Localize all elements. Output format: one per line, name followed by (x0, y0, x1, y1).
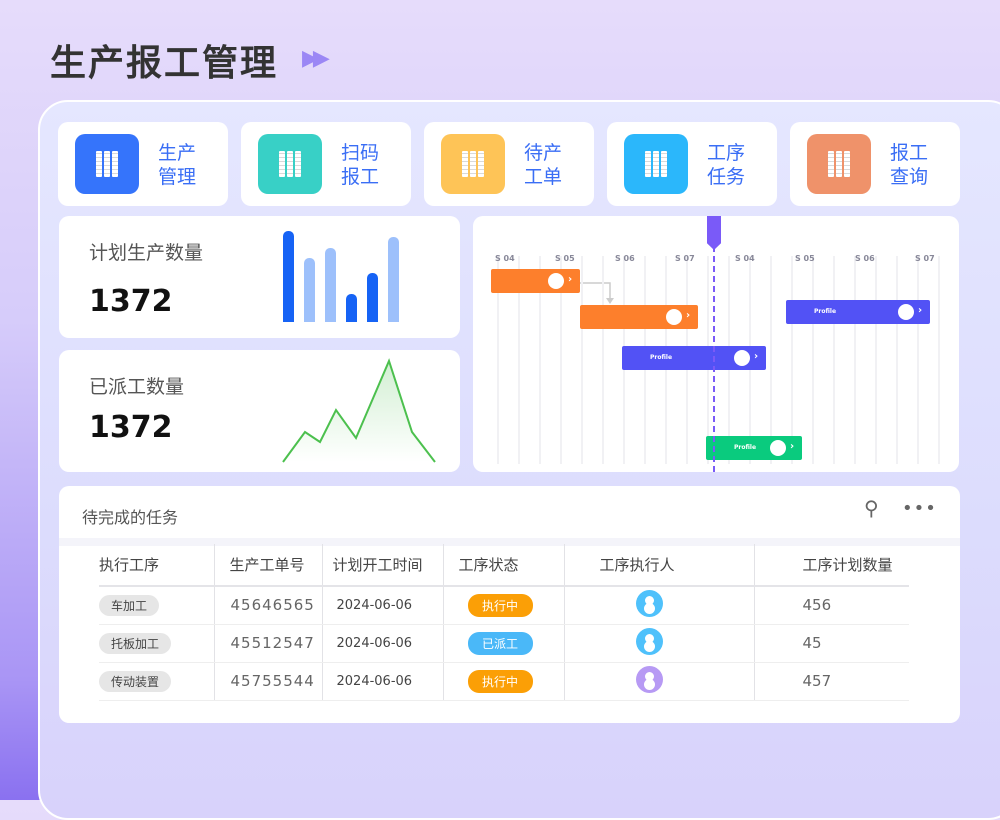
column-header[interactable]: 生产工单号 (213, 544, 322, 587)
page-title: 生产报工管理 (50, 43, 279, 84)
today-marker-handle[interactable] (707, 216, 721, 250)
process-tag: 车加工 (99, 594, 160, 616)
gantt-task-bar[interactable]: › (491, 269, 580, 293)
process-tag: 托板加工 (99, 632, 172, 654)
books-icon (441, 134, 505, 194)
gantt-column-label: S 07 (915, 254, 935, 263)
gantt-column-label: S 04 (735, 254, 755, 263)
books-icon (75, 134, 139, 194)
chevron-right-icon[interactable]: › (790, 441, 795, 452)
mini-line-chart (282, 358, 436, 463)
table-row[interactable]: 托板加工 45512547 2024-06-06 已派工 45 (99, 624, 909, 663)
column-header[interactable]: 工序状态 (442, 544, 564, 587)
double-arrow-icon: ▶▶ (302, 46, 330, 71)
today-marker[interactable] (713, 216, 715, 472)
more-icon[interactable]: ••• (902, 498, 937, 519)
line-area (283, 361, 435, 462)
bar-label: Profile (814, 308, 837, 315)
order-number: 45512547 (213, 624, 322, 663)
process-tag: 传动装置 (99, 670, 172, 692)
gantt-task-bar[interactable]: Profile › (786, 300, 930, 324)
task-table: 执行工序 生产工单号 计划开工时间 工序状态 工序执行人 工序计划数量 车加工 45646… (99, 544, 909, 701)
planned-quantity: 457 (753, 662, 909, 701)
dependency-arrow (580, 282, 611, 300)
chevron-right-icon[interactable]: › (568, 274, 573, 285)
nav-card[interactable]: 报工查询 (790, 122, 960, 206)
nav-card[interactable]: 生产管理 (58, 122, 228, 206)
chevron-right-icon[interactable]: › (918, 305, 923, 316)
gantt-task-bar[interactable]: › (580, 305, 698, 329)
nav-label: 报工查询 (890, 142, 929, 188)
nav-label: 工序任务 (707, 142, 746, 188)
order-number: 45755544 (213, 662, 322, 701)
user-avatar-icon[interactable] (635, 665, 663, 693)
nav-card[interactable]: 待产工单 (424, 122, 594, 206)
bar (325, 248, 336, 322)
column-header[interactable]: 执行工序 (99, 544, 214, 587)
table-row[interactable]: 传动装置 45755544 2024-06-06 执行中 457 (99, 662, 909, 701)
nav-card[interactable]: 工序任务 (607, 122, 777, 206)
user-avatar-icon[interactable] (635, 627, 663, 655)
status-badge: 执行中 (467, 669, 533, 693)
start-date: 2024-06-06 (321, 624, 443, 663)
bar-label: Profile (650, 354, 673, 361)
gantt-column-label: S 05 (795, 254, 815, 263)
stat-label: 计划生产数量 (89, 242, 204, 264)
books-icon (807, 134, 871, 194)
search-icon[interactable]: ⚲ (864, 496, 879, 520)
bar (346, 294, 357, 322)
bar (367, 273, 378, 322)
gantt-task-bar[interactable]: Profile › (622, 346, 766, 370)
nav-label: 扫码报工 (341, 142, 380, 188)
order-number: 45646565 (213, 586, 322, 625)
avatar-dot (770, 440, 786, 456)
nav-label: 待产工单 (524, 142, 563, 188)
start-date: 2024-06-06 (321, 586, 443, 625)
nav-label: 生产管理 (158, 142, 197, 188)
user-avatar-icon[interactable] (635, 589, 663, 617)
bar (304, 258, 315, 322)
section-title: 待完成的任务 (82, 508, 179, 527)
planned-quantity: 456 (753, 586, 909, 625)
column-header[interactable]: 工序执行人 (563, 544, 754, 587)
dispatched-quantity-card: 已派工数量 1372 (59, 350, 460, 472)
gantt-task-bar[interactable]: Profile › (706, 436, 802, 460)
books-icon (258, 134, 322, 194)
gantt-column-label: S 06 (855, 254, 875, 263)
table-row[interactable]: 车加工 45646565 2024-06-06 执行中 456 (99, 586, 909, 625)
status-badge: 已派工 (467, 631, 533, 655)
chevron-right-icon[interactable]: › (754, 351, 759, 362)
avatar-dot (898, 304, 914, 320)
planned-quantity: 45 (753, 624, 909, 663)
stat-label: 已派工数量 (89, 376, 185, 398)
books-icon (624, 134, 688, 194)
stat-value: 1372 (89, 410, 173, 445)
avatar-dot (548, 273, 564, 289)
stat-value: 1372 (89, 284, 173, 319)
gantt-column-label: S 04 (495, 254, 515, 263)
status-badge: 执行中 (467, 593, 533, 617)
start-date: 2024-06-06 (321, 662, 443, 701)
bar (283, 231, 294, 322)
bar (388, 237, 399, 322)
column-header[interactable]: 工序计划数量 (753, 544, 909, 587)
chevron-right-icon[interactable]: › (686, 310, 691, 321)
pending-tasks-card: 待完成的任务 ⚲ ••• 执行工序 生产工单号 计划开工时间 工序状态 工序执行人 工序计… (59, 486, 960, 723)
avatar-dot (734, 350, 750, 366)
avatar-dot (666, 309, 682, 325)
column-header[interactable]: 计划开工时间 (321, 544, 443, 587)
gantt-column-label: S 06 (615, 254, 635, 263)
gantt-column-label: S 07 (675, 254, 695, 263)
line-series (282, 358, 436, 463)
gantt-chart: S 04 S 05 S 06 S 07 S 04 S 05 S 06 S 07 › › Profil… (473, 216, 959, 472)
nav-card[interactable]: 扫码报工 (241, 122, 411, 206)
gantt-column-label: S 05 (555, 254, 575, 263)
bar-label: Profile (734, 444, 757, 451)
planned-quantity-card: 计划生产数量 1372 (59, 216, 460, 338)
